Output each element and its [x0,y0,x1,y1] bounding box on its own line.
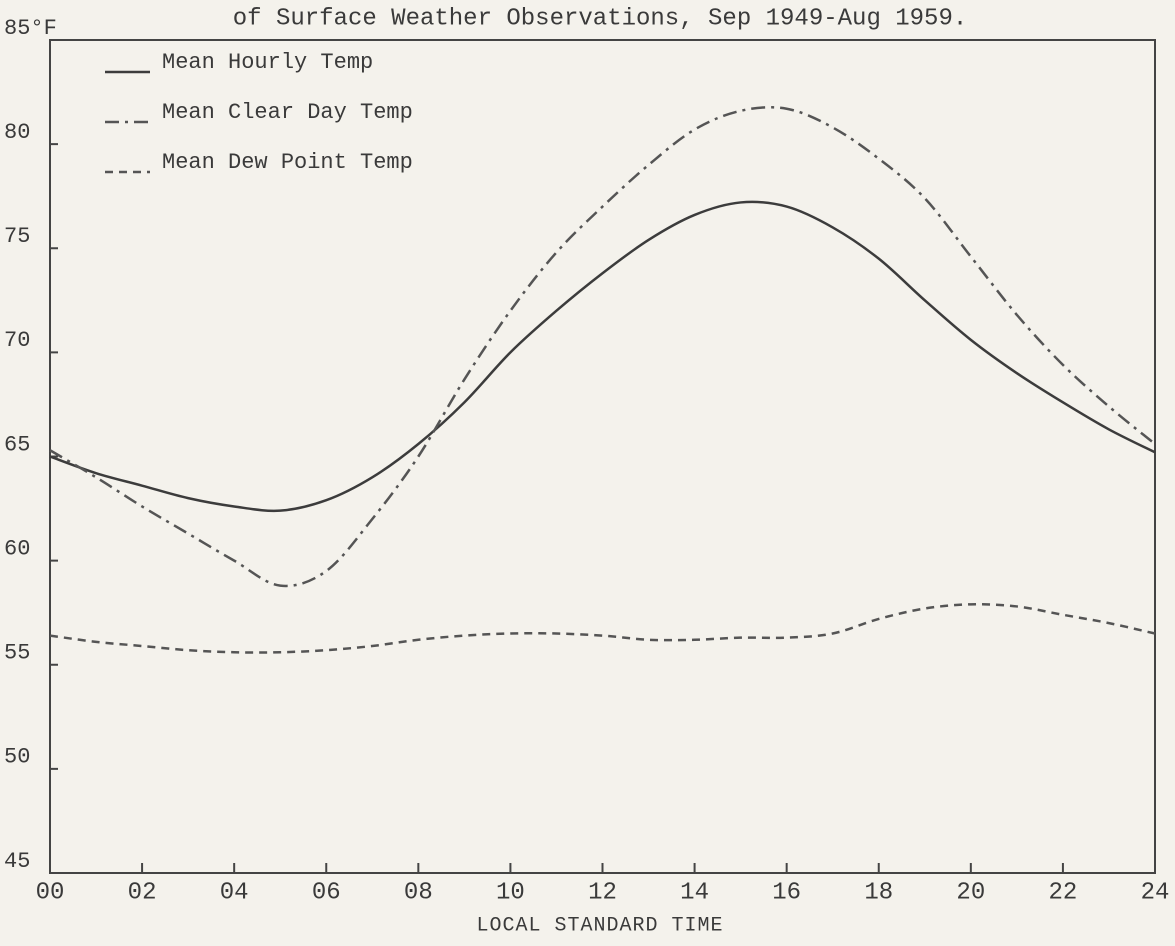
x-tick-label: 02 [128,879,157,906]
x-tick-label: 18 [864,879,893,906]
series-line [49,200,1156,513]
legend-label: Mean Hourly Temp [162,50,373,75]
x-tick-label: 16 [772,879,801,906]
y-tick-label: 60 [4,536,30,561]
x-tick-label: 06 [312,879,341,906]
x-tick-label: 22 [1049,879,1078,906]
x-tick-label: 24 [1141,879,1170,906]
x-tick-label: 08 [404,879,433,906]
chart-title: of Surface Weather Observations, Sep 194… [233,5,968,32]
legend-label: Mean Clear Day Temp [162,100,413,125]
x-tick-label: 20 [956,879,985,906]
y-tick-label: 45 [4,849,30,874]
y-tick-label: 70 [4,328,30,353]
y-tick-label: 85°F [4,16,57,41]
y-tick-label: 50 [4,745,30,770]
x-tick-label: 00 [36,879,65,906]
series-line [49,105,1156,588]
x-tick-label: 14 [680,879,709,906]
x-tick-label: 12 [588,879,617,906]
x-tick-label: 04 [220,879,249,906]
y-tick-label: 80 [4,120,30,145]
legend-label: Mean Dew Point Temp [162,150,413,175]
x-tick-label: 10 [496,879,525,906]
y-tick-label: 65 [4,432,30,457]
x-axis-label: LOCAL STANDARD TIME [476,914,723,937]
y-tick-label: 75 [4,224,30,249]
y-tick-label: 55 [4,641,30,666]
series-line [49,603,1156,654]
